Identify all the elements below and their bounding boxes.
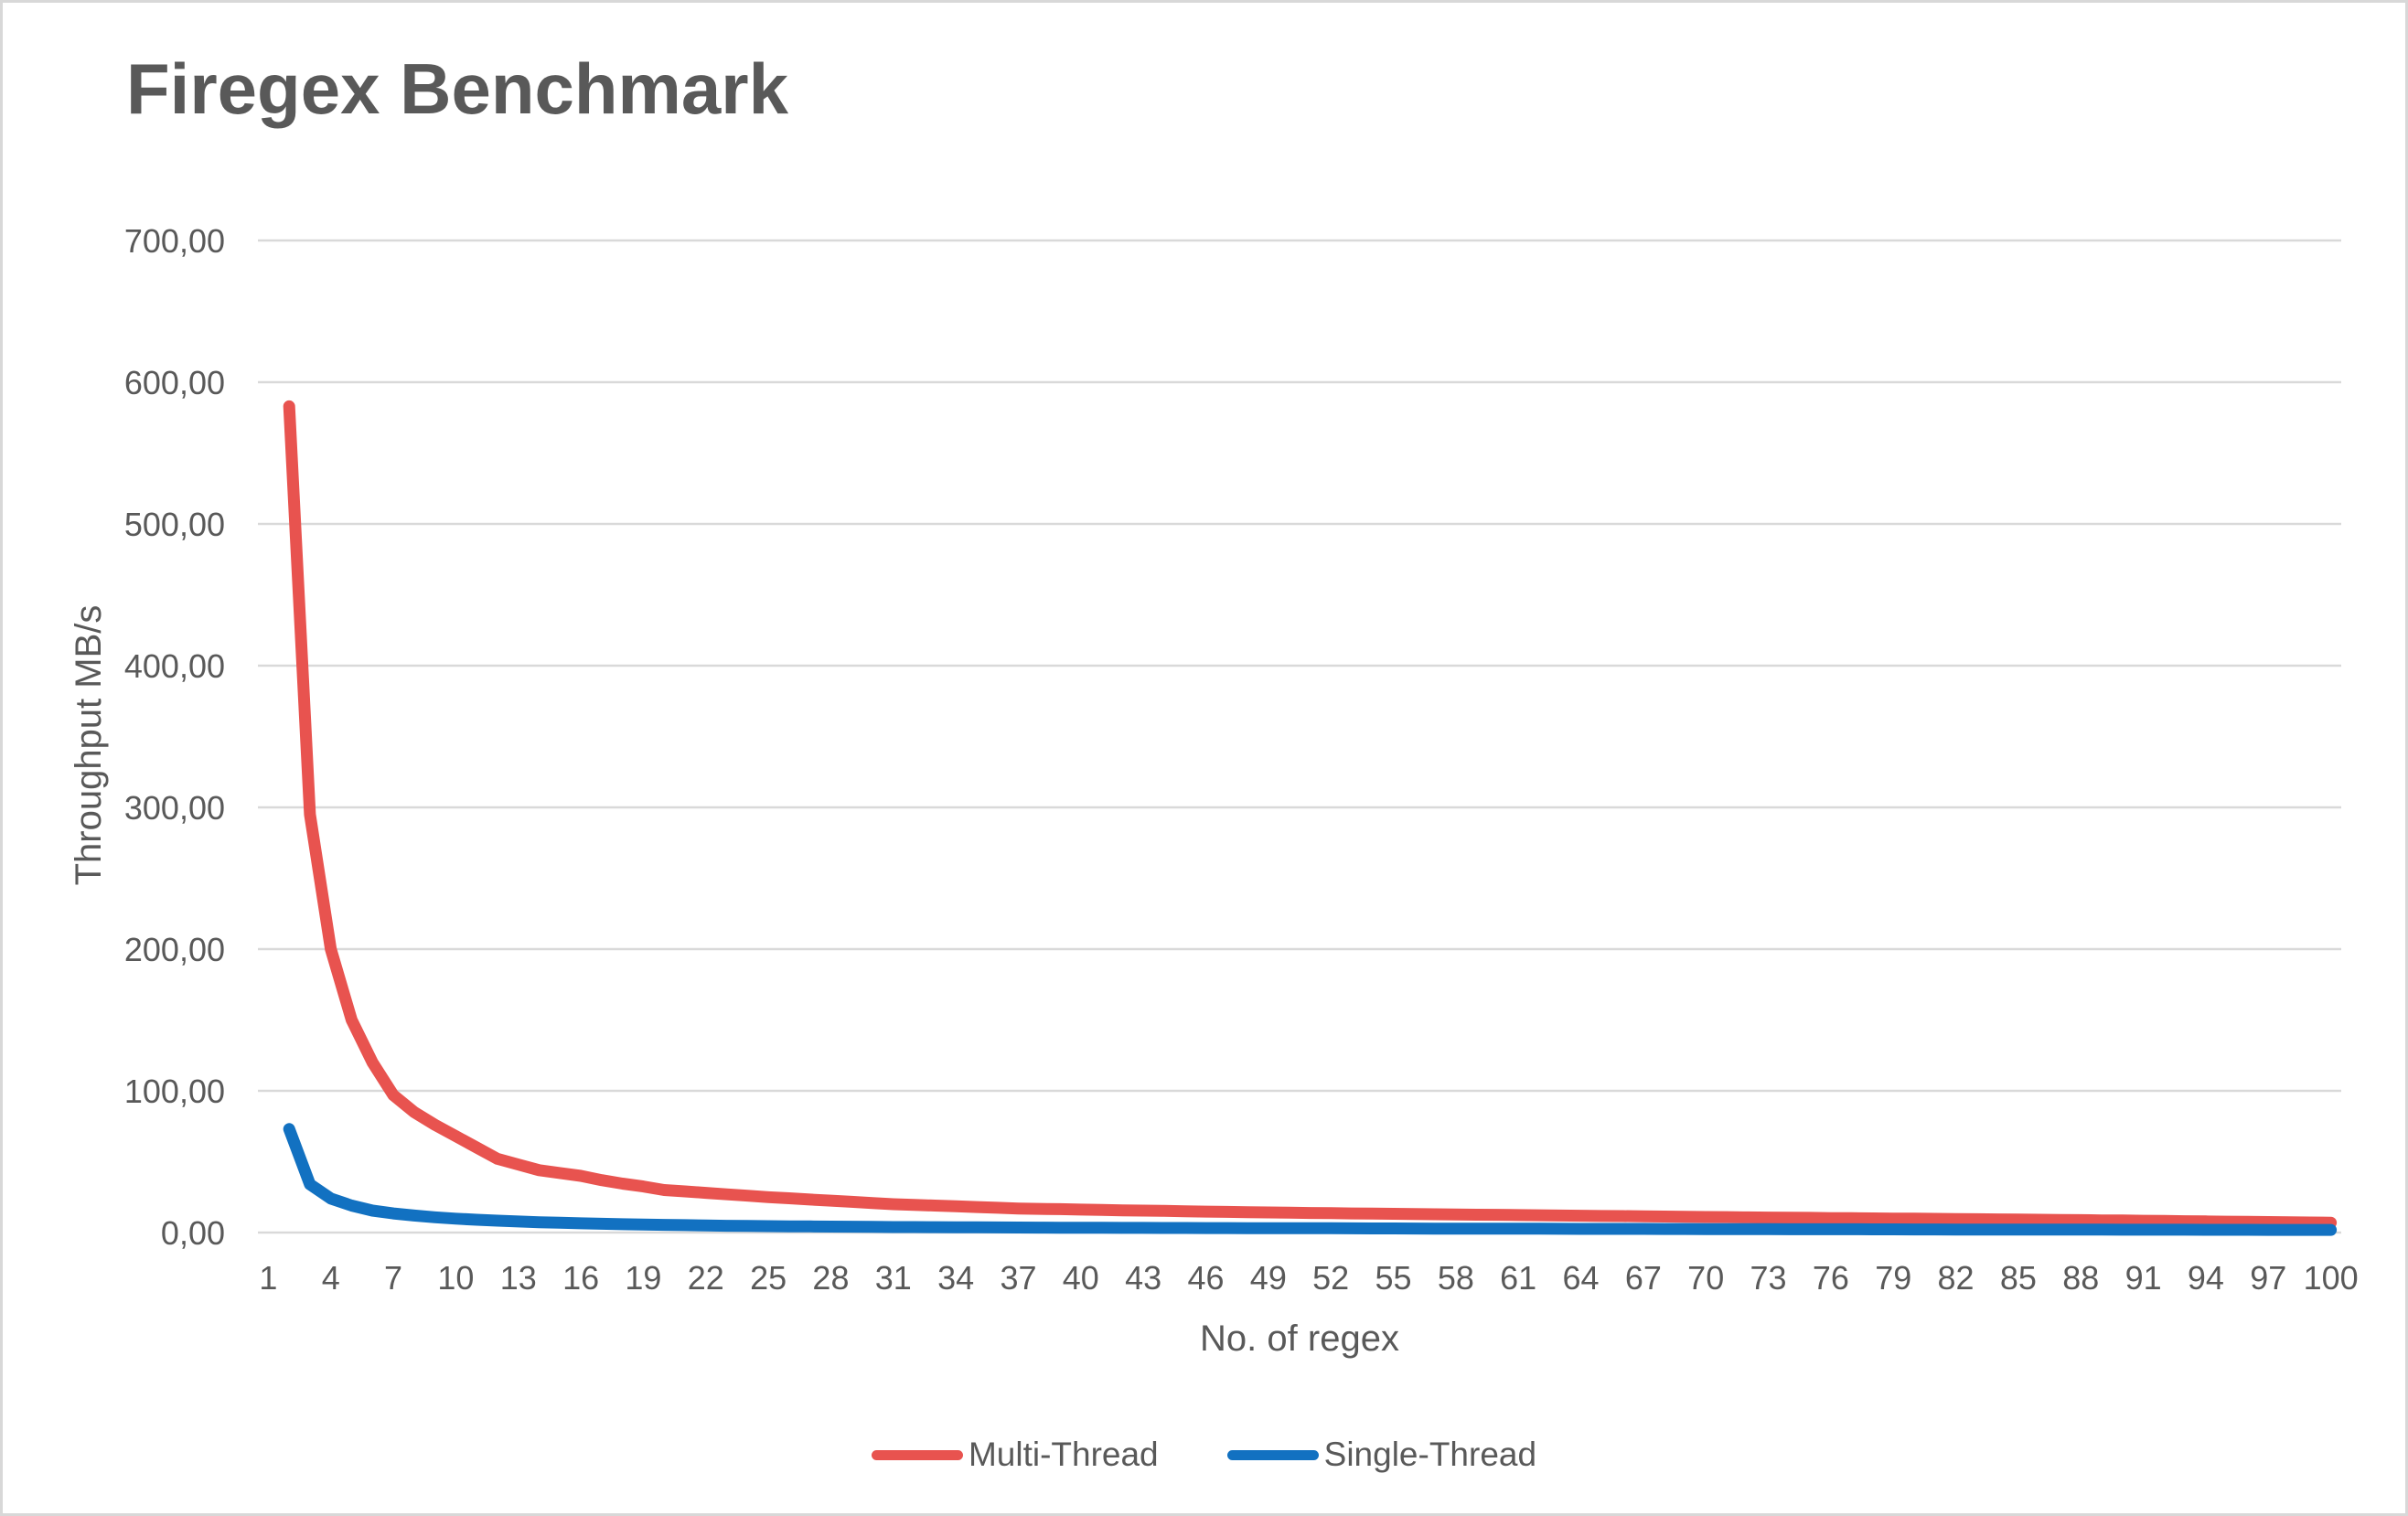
x-tick-label: 19	[625, 1259, 661, 1297]
x-tick-label: 55	[1375, 1259, 1411, 1297]
y-tick-label: 300,00	[124, 789, 225, 827]
legend-label-single-thread: Single-Thread	[1323, 1436, 1537, 1473]
x-tick-label: 94	[2188, 1259, 2224, 1297]
x-tick-label: 43	[1125, 1259, 1161, 1297]
x-tick-label: 16	[562, 1259, 599, 1297]
x-tick-label: 7	[384, 1259, 402, 1297]
x-tick-label: 73	[1750, 1259, 1787, 1297]
x-tick-label: 61	[1500, 1259, 1536, 1297]
legend-item-multi-thread: Multi-Thread	[871, 1436, 1159, 1474]
x-tick-label: 97	[2250, 1259, 2286, 1297]
y-tick-label: 400,00	[124, 647, 225, 685]
x-tick-label: 40	[1063, 1259, 1099, 1297]
y-tick-label: 0,00	[161, 1214, 225, 1252]
chart-title: Firegex Benchmark	[126, 48, 788, 129]
x-tick-label: 22	[688, 1259, 724, 1297]
y-tick-label: 500,00	[124, 506, 225, 543]
legend-label-multi-thread: Multi-Thread	[968, 1436, 1159, 1473]
x-tick-label: 13	[500, 1259, 537, 1297]
y-tick-label: 700,00	[124, 222, 225, 260]
x-tick-label: 100	[2304, 1259, 2359, 1297]
x-tick-label: 34	[937, 1259, 974, 1297]
x-axis-title: No. of regex	[1200, 1318, 1399, 1359]
x-tick-label: 46	[1187, 1259, 1224, 1297]
x-tick-label: 28	[812, 1259, 849, 1297]
x-tick-label: 49	[1250, 1259, 1287, 1297]
x-tick-label: 31	[875, 1259, 912, 1297]
x-tick-label: 58	[1438, 1259, 1474, 1297]
single-thread-line-swatch-icon	[1226, 1449, 1319, 1460]
x-tick-label: 91	[2125, 1259, 2162, 1297]
x-tick-label: 76	[1813, 1259, 1849, 1297]
multi-thread-line	[283, 400, 2338, 1229]
x-tick-label: 4	[322, 1259, 340, 1297]
x-tick-label: 52	[1312, 1259, 1349, 1297]
legend: Multi-Thread Single-Thread	[0, 1436, 2408, 1474]
x-tick-label: 79	[1875, 1259, 1911, 1297]
x-tick-label: 67	[1625, 1259, 1662, 1297]
x-tick-label: 1	[259, 1259, 277, 1297]
y-tick-label: 600,00	[124, 364, 225, 401]
x-tick-label: 10	[437, 1259, 474, 1297]
x-tick-label: 37	[1000, 1259, 1036, 1297]
x-tick-label: 85	[2000, 1259, 2037, 1297]
x-tick-label: 88	[2062, 1259, 2099, 1297]
y-axis-title: Throughput MB/s	[69, 604, 109, 886]
y-tick-label: 100,00	[124, 1073, 225, 1110]
legend-item-single-thread: Single-Thread	[1226, 1436, 1537, 1474]
x-tick-label: 25	[750, 1259, 787, 1297]
x-tick-label: 82	[1938, 1259, 1975, 1297]
x-tick-label: 64	[1563, 1259, 1600, 1297]
multi-thread-line-swatch-icon	[871, 1449, 963, 1460]
x-tick-label: 70	[1687, 1259, 1724, 1297]
single-thread-line	[283, 1123, 2338, 1236]
y-tick-label: 200,00	[124, 931, 225, 968]
